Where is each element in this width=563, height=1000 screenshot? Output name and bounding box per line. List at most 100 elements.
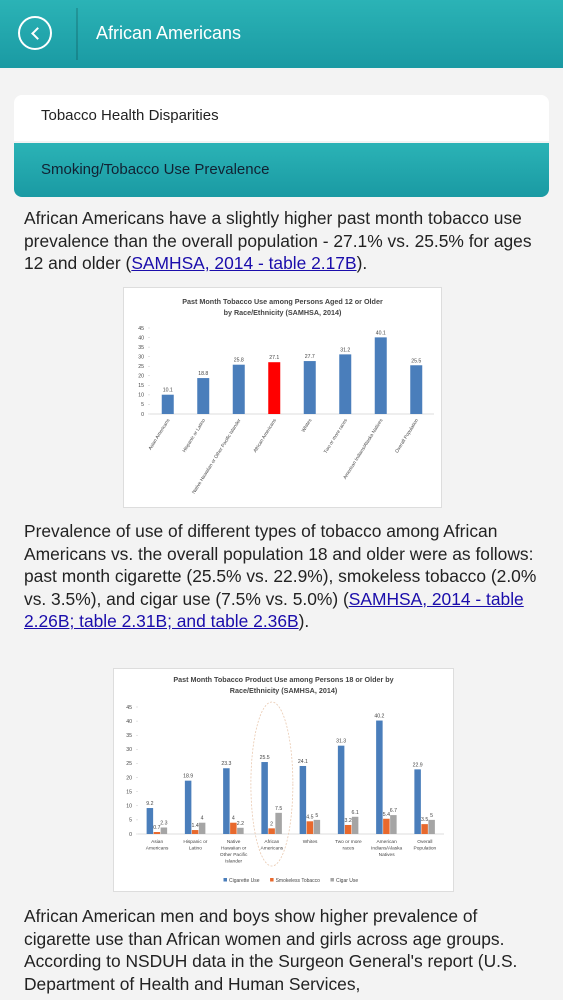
bar bbox=[184, 780, 192, 834]
bar bbox=[421, 824, 428, 834]
section-tab-active[interactable]: Smoking/Tobacco Use Prevalence bbox=[14, 143, 549, 197]
data-label: 2 bbox=[270, 821, 273, 827]
header-title: African Americans bbox=[96, 23, 242, 43]
bar bbox=[232, 364, 245, 414]
divider bbox=[76, 8, 78, 60]
y-tick-label: 15 bbox=[126, 789, 132, 795]
data-label: 18.9 bbox=[183, 774, 193, 780]
paragraph: Prevalence of use of different types of … bbox=[24, 520, 546, 633]
y-tick-label: 5 bbox=[141, 402, 144, 408]
y-tick-label: 40 bbox=[138, 335, 144, 341]
x-tick-label: Asian Americans bbox=[146, 839, 169, 852]
x-tick-label: Hispanic or Latino bbox=[182, 418, 208, 454]
y-tick-label: 30 bbox=[126, 747, 132, 753]
x-tick-label: Hispanic or Latino bbox=[183, 839, 207, 852]
data-label: 31.2 bbox=[340, 347, 350, 353]
data-label: 24.1 bbox=[298, 759, 308, 765]
y-tick-label: 10 bbox=[138, 393, 144, 399]
chart: Past Month Tobacco Product Use among Per… bbox=[113, 668, 454, 892]
bar bbox=[261, 762, 268, 834]
legend-swatch bbox=[270, 878, 274, 882]
x-tick-label: Two or more races bbox=[335, 839, 362, 852]
data-label: 6.1 bbox=[352, 810, 359, 816]
data-label: 25.8 bbox=[234, 358, 244, 364]
y-tick-label: 35 bbox=[138, 345, 144, 351]
x-tick-label: Overall Population bbox=[414, 839, 437, 852]
x-tick-label: Two or more races bbox=[323, 417, 349, 454]
bar bbox=[146, 808, 154, 834]
bar bbox=[275, 812, 282, 834]
bar bbox=[428, 819, 435, 834]
chart-title: Past Month Tobacco Use among Persons Age… bbox=[182, 297, 383, 306]
data-label: 6.7 bbox=[390, 808, 397, 814]
bar bbox=[191, 830, 199, 834]
text: African Americans have a slightly higher… bbox=[24, 208, 532, 273]
data-label: 5.4 bbox=[383, 812, 390, 818]
data-label: 31.3 bbox=[336, 739, 346, 745]
link[interactable]: SAMHSA, 2014 - table 2.26B; table 2.31B;… bbox=[24, 588, 524, 632]
legend-label: Smokeless Tobacco bbox=[276, 878, 321, 884]
bar bbox=[223, 768, 230, 834]
bar bbox=[160, 827, 168, 834]
legend-label: Cigar Use bbox=[336, 878, 358, 884]
data-label: 25.5 bbox=[411, 358, 421, 364]
app-header: African Americans bbox=[0, 0, 563, 68]
data-label: 27.1 bbox=[269, 355, 279, 361]
text: ). bbox=[356, 253, 368, 273]
bar bbox=[383, 818, 390, 834]
y-tick-label: 10 bbox=[126, 804, 132, 810]
paragraph: African Americans have a slightly higher… bbox=[24, 207, 546, 275]
data-label: 23.3 bbox=[221, 761, 231, 767]
data-label: 1.4 bbox=[192, 823, 199, 829]
highlight bbox=[250, 701, 294, 867]
y-tick-label: 45 bbox=[126, 705, 132, 711]
y-tick-label: 5 bbox=[129, 818, 132, 824]
data-label: 4 bbox=[232, 816, 235, 822]
data-label: 5 bbox=[430, 813, 433, 819]
data-label: 3.2 bbox=[345, 818, 352, 824]
bar bbox=[344, 824, 352, 834]
x-tick-label: Overall Population bbox=[394, 418, 420, 455]
bar bbox=[306, 821, 314, 834]
bar bbox=[351, 816, 359, 834]
y-tick-label: 45 bbox=[138, 326, 144, 332]
y-tick-label: 20 bbox=[126, 775, 132, 781]
bar bbox=[197, 378, 210, 414]
data-label: 4 bbox=[201, 816, 204, 822]
x-tick-label: Whites bbox=[301, 417, 314, 433]
y-tick-label: 25 bbox=[138, 364, 144, 370]
bar bbox=[390, 815, 397, 834]
legend-swatch bbox=[223, 878, 227, 882]
y-tick-label: 0 bbox=[141, 412, 144, 418]
section-tab[interactable]: Tobacco Health Disparities bbox=[14, 95, 549, 141]
data-label: 7.5 bbox=[275, 806, 282, 812]
data-label: 5 bbox=[315, 813, 318, 819]
legend-label: Cigarette Use bbox=[229, 878, 260, 884]
data-label: 2.3 bbox=[160, 821, 167, 827]
link[interactable]: SAMHSA, 2014 - table 2.17B bbox=[131, 253, 357, 273]
data-label: 4.5 bbox=[306, 814, 313, 820]
bar bbox=[237, 827, 244, 834]
bar bbox=[374, 337, 387, 414]
x-tick-label: African Americans bbox=[252, 417, 278, 453]
bar bbox=[161, 394, 174, 414]
data-label: 40.2 bbox=[374, 714, 384, 720]
text: ). bbox=[298, 611, 310, 631]
x-tick-label: African Americans bbox=[261, 839, 284, 852]
y-tick-label: 40 bbox=[126, 719, 132, 725]
y-tick-label: 20 bbox=[138, 374, 144, 380]
back-button[interactable] bbox=[18, 16, 52, 50]
data-label: 2.2 bbox=[237, 821, 244, 827]
chart-title: Race/Ethnicity (SAMHSA, 2014) bbox=[230, 686, 338, 695]
legend-swatch bbox=[330, 878, 334, 882]
text: African American men and boys show highe… bbox=[24, 906, 518, 994]
data-label: 0.7 bbox=[153, 825, 160, 831]
bar bbox=[337, 745, 345, 834]
x-tick-label: Native Hawaiian or Other Pacific Islander bbox=[220, 839, 248, 865]
text: Prevalence of use of different types of … bbox=[24, 521, 537, 609]
data-label: 25.5 bbox=[260, 755, 270, 761]
data-label: 18.8 bbox=[198, 371, 208, 377]
bar bbox=[339, 354, 352, 414]
